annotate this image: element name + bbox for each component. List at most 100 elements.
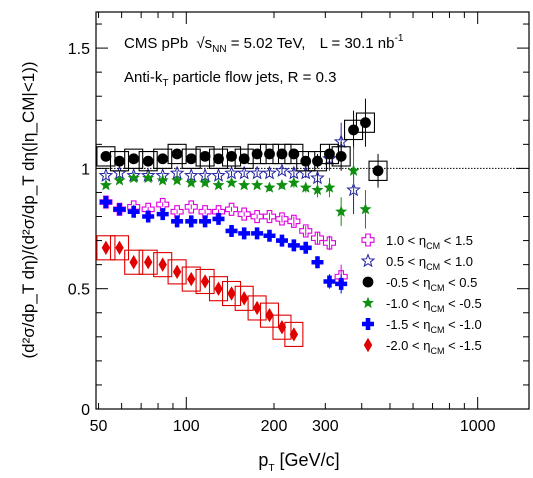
data-point <box>199 176 212 188</box>
plot-frame <box>95 11 530 410</box>
data-point <box>312 155 323 167</box>
data-point <box>275 178 288 191</box>
data-point <box>185 153 197 165</box>
data-point <box>287 176 300 188</box>
series-3 <box>99 146 372 229</box>
data-point <box>299 224 313 238</box>
data-point <box>324 148 335 160</box>
series-5 <box>96 235 304 347</box>
data-point <box>227 286 236 301</box>
data-point <box>311 256 324 269</box>
data-point <box>114 155 125 167</box>
data-point <box>322 236 337 250</box>
data-point <box>224 202 239 216</box>
y-tick-label: 1.5 <box>68 41 90 58</box>
data-point <box>115 240 124 255</box>
data-point <box>185 176 198 188</box>
data-point <box>156 174 169 186</box>
data-point <box>264 148 275 160</box>
data-point <box>275 212 289 226</box>
data-point <box>157 153 169 165</box>
syst-box <box>284 143 304 165</box>
data-point <box>226 150 237 162</box>
legend: 1.0 < ηCM < 1.5 0.5 < ηCM < 1.0 -0.5 < ηCM… <box>360 233 482 356</box>
legend-entry: -1.5 < ηCM < -1.0 <box>386 317 482 335</box>
data-point <box>263 181 276 193</box>
syst-box <box>195 268 215 295</box>
data-point <box>251 227 264 240</box>
data-point <box>142 171 155 184</box>
data-point <box>262 209 277 224</box>
legend-entry: -2.0 < ηCM < -1.5 <box>386 338 482 356</box>
data-point <box>101 240 111 255</box>
data-point <box>171 215 184 228</box>
data-point <box>225 176 238 188</box>
data-point <box>263 229 276 242</box>
data-point <box>171 148 183 160</box>
data-point <box>199 215 212 228</box>
syst-box <box>284 321 304 347</box>
data-point <box>277 319 287 335</box>
syst-box <box>138 151 158 172</box>
data-point <box>251 148 263 160</box>
y-tick-label: 0.5 <box>68 282 90 299</box>
syst-box <box>153 148 173 169</box>
data-point <box>213 153 224 165</box>
legend-marker <box>362 276 374 288</box>
data-point <box>323 275 336 288</box>
syst-box <box>124 249 144 275</box>
data-point <box>262 165 277 180</box>
data-point <box>172 264 182 280</box>
x-tick-label: 1000 <box>460 418 496 435</box>
syst-box <box>96 146 116 167</box>
data-point <box>252 300 262 316</box>
annotation-jets: Anti-kT particle flow jets, R = 0.3 <box>124 69 336 89</box>
data-point <box>372 165 384 177</box>
syst-box <box>234 148 254 169</box>
data-point <box>288 148 300 160</box>
data-point <box>143 255 153 270</box>
x-axis-title: pT [GeV/c] <box>258 450 339 474</box>
data-point <box>238 153 250 165</box>
legend-entry: -0.5 < ηCM < 0.5 <box>386 275 477 293</box>
data-point <box>347 164 360 176</box>
syst-box <box>153 252 173 278</box>
syst-box <box>167 259 187 285</box>
data-point <box>127 205 140 218</box>
syst-box <box>96 235 116 261</box>
data-markers <box>96 98 388 347</box>
data-point <box>276 148 288 160</box>
data-point <box>275 234 288 247</box>
series-2 <box>96 98 388 188</box>
data-point <box>239 291 249 306</box>
syst-box <box>138 249 158 275</box>
data-point <box>287 239 300 252</box>
axes: 50 100 200 300 1000 0 0.5 1 1.5 <box>68 12 529 435</box>
data-point <box>199 150 211 162</box>
legend-marker <box>363 337 373 353</box>
data-point <box>211 167 226 182</box>
syst-box <box>221 280 242 307</box>
data-point <box>99 196 112 209</box>
syst-box <box>109 151 130 172</box>
data-point <box>156 208 169 221</box>
data-point <box>237 207 251 221</box>
legend-entry: 1.0 < ηCM < 1.5 <box>386 233 473 251</box>
data-point <box>300 155 312 167</box>
data-point <box>129 255 138 270</box>
data-point <box>335 277 348 290</box>
x-tick-label: 300 <box>312 418 339 435</box>
data-point <box>185 215 198 228</box>
data-point <box>171 174 184 186</box>
x-tick-label: 100 <box>173 418 200 435</box>
legend-entry: 0.5 < ηCM < 1.0 <box>386 254 473 272</box>
data-point <box>113 203 126 216</box>
y-tick-label: 1 <box>81 161 90 178</box>
data-point <box>360 117 371 129</box>
data-point <box>212 178 225 191</box>
data-point <box>323 181 336 193</box>
legend-entry: -1.0 < ηCM < -0.5 <box>386 296 482 314</box>
data-point <box>100 150 112 162</box>
y-tick-label: 0 <box>81 402 90 419</box>
